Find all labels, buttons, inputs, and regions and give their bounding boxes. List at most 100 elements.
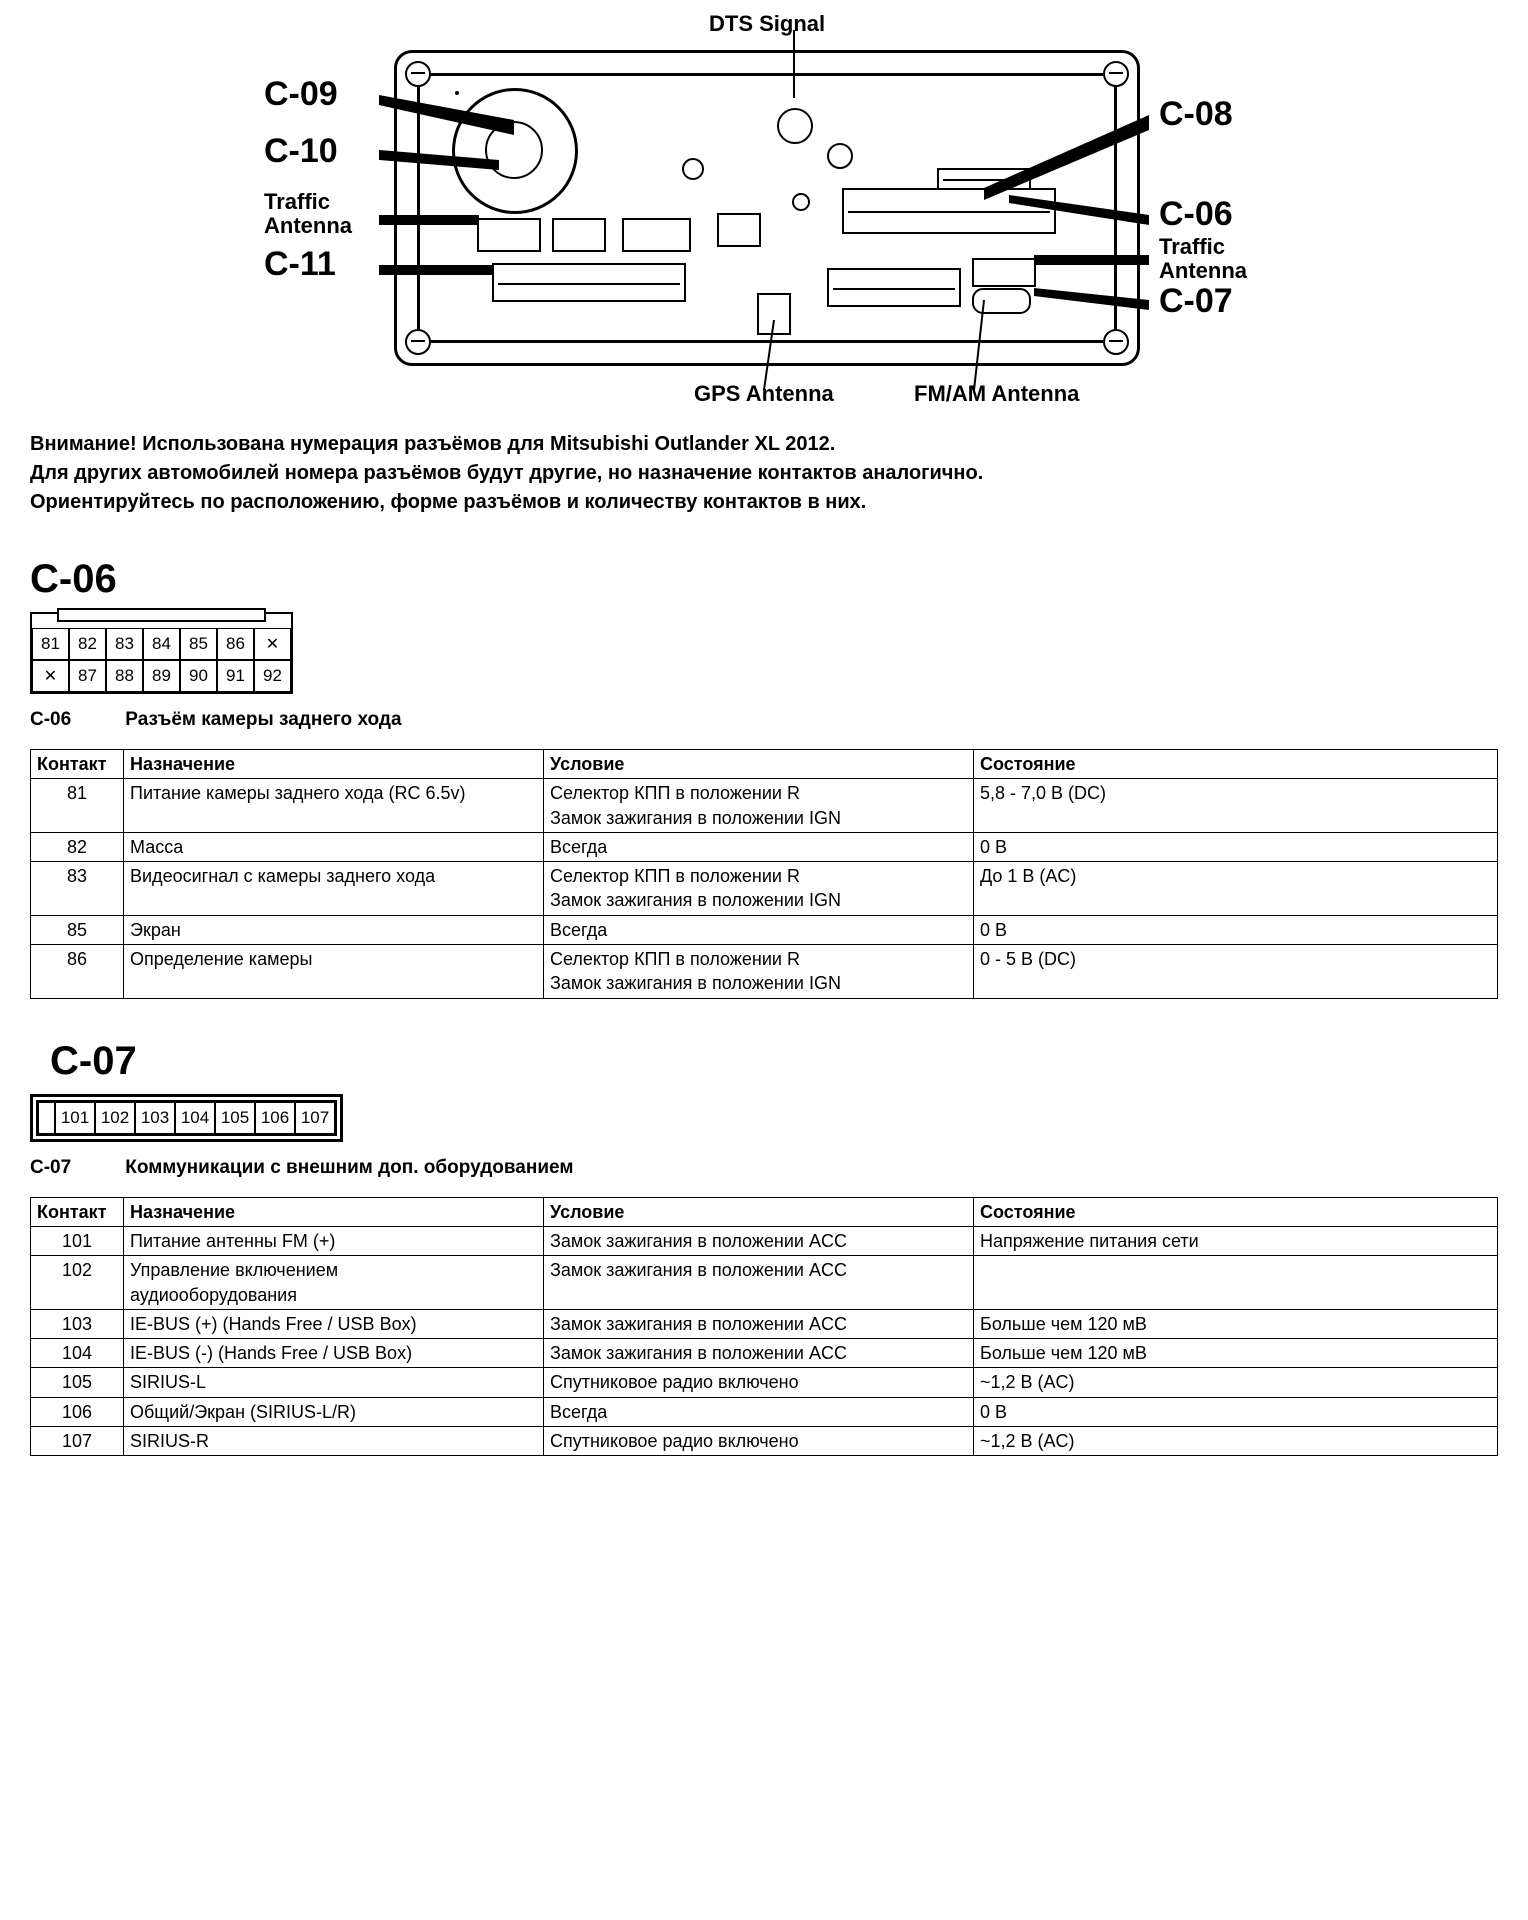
table-header: Назначение	[124, 1197, 544, 1226]
c06-table: КонтактНазначениеУсловиеСостояние 81Пита…	[30, 749, 1498, 999]
c07-subtitle-code: C-07	[30, 1157, 120, 1179]
table-cell: Общий/Экран (SIRIUS-L/R)	[124, 1397, 544, 1426]
table-cell: Больше чем 120 мВ	[974, 1339, 1498, 1368]
table-cell: Экран	[124, 915, 544, 944]
table-cell: Питание камеры заднего хода (RC 6.5v)	[124, 779, 544, 833]
table-cell: 83	[31, 862, 124, 916]
table-cell: 101	[31, 1226, 124, 1255]
table-cell: SIRIUS-L	[124, 1368, 544, 1397]
label-traffic-left: Traffic Antenna	[264, 190, 352, 238]
pointer-lines	[264, 20, 1264, 410]
pin-cell: 106	[255, 1102, 295, 1134]
c06-subtitle: C-06 Разъём камеры заднего хода	[30, 709, 1498, 731]
pin-cell: 91	[217, 660, 254, 692]
c06-pin-diagram: 818283848586 878889909192	[30, 612, 1498, 694]
note-line-2: Для других автомобилей номера разъёмов б…	[30, 459, 1498, 488]
table-header: Условие	[544, 750, 974, 779]
table-cell: Всегда	[544, 1397, 974, 1426]
table-cell: Спутниковое радио включено	[544, 1427, 974, 1456]
table-cell: Селектор КПП в положении RЗамок зажигани…	[544, 862, 974, 916]
table-cell: 102	[31, 1256, 124, 1310]
pin-cell: 103	[135, 1102, 175, 1134]
table-cell: IE-BUS (-) (Hands Free / USB Box)	[124, 1339, 544, 1368]
pin-cell: 104	[175, 1102, 215, 1134]
label-gps: GPS Antenna	[694, 382, 834, 406]
label-c07: C-07	[1159, 282, 1233, 321]
table-cell	[974, 1256, 1498, 1310]
table-row: 106Общий/Экран (SIRIUS-L/R)Всегда0 В	[31, 1397, 1498, 1426]
connector-diagram: DTS Signal C-09 C-10 Traffic Antenna C-1…	[264, 20, 1264, 410]
table-cell: Питание антенны FM (+)	[124, 1226, 544, 1255]
label-dts: DTS Signal	[709, 12, 825, 36]
table-cell: 85	[31, 915, 124, 944]
table-header: Назначение	[124, 750, 544, 779]
table-cell: Определение камеры	[124, 945, 544, 999]
table-cell: ~1,2 В (AC)	[974, 1368, 1498, 1397]
pin-cell	[254, 628, 291, 660]
table-cell: Замок зажигания в положении ACC	[544, 1339, 974, 1368]
table-header: Контакт	[31, 750, 124, 779]
table-header: Условие	[544, 1197, 974, 1226]
table-row: 86Определение камерыСелектор КПП в полож…	[31, 945, 1498, 999]
pin-cell: 84	[143, 628, 180, 660]
table-cell: Замок зажигания в положении ACC	[544, 1226, 974, 1255]
table-cell: Селектор КПП в положении RЗамок зажигани…	[544, 945, 974, 999]
table-cell: Всегда	[544, 915, 974, 944]
table-cell: 5,8 - 7,0 В (DC)	[974, 779, 1498, 833]
table-cell: ~1,2 В (AC)	[974, 1427, 1498, 1456]
table-cell: Селектор КПП в положении RЗамок зажигани…	[544, 779, 974, 833]
pin-cell: 89	[143, 660, 180, 692]
pin-cell: 87	[69, 660, 106, 692]
c07-pin-diagram: 101102103104105106107	[30, 1094, 1498, 1142]
label-c10: C-10	[264, 132, 338, 171]
table-cell: Больше чем 120 мВ	[974, 1309, 1498, 1338]
table-row: 105SIRIUS-LСпутниковое радио включено~1,…	[31, 1368, 1498, 1397]
table-cell: 0 - 5 В (DC)	[974, 945, 1498, 999]
pin-cell: 82	[69, 628, 106, 660]
label-c09: C-09	[264, 75, 338, 114]
table-cell: 104	[31, 1339, 124, 1368]
c07-subtitle: C-07 Коммуникации с внешним доп. оборудо…	[30, 1157, 1498, 1179]
table-cell: 106	[31, 1397, 124, 1426]
c07-heading: C-07	[50, 1039, 1498, 1084]
table-cell: Видеосигнал с камеры заднего хода	[124, 862, 544, 916]
table-row: 104IE-BUS (-) (Hands Free / USB Box)Замо…	[31, 1339, 1498, 1368]
table-cell: 107	[31, 1427, 124, 1456]
label-fmam: FM/AM Antenna	[914, 382, 1079, 406]
table-row: 107SIRIUS-RСпутниковое радио включено~1,…	[31, 1427, 1498, 1456]
table-row: 85ЭкранВсегда0 В	[31, 915, 1498, 944]
table-cell: Спутниковое радио включено	[544, 1368, 974, 1397]
c06-heading: C-06	[30, 557, 1498, 602]
table-header: Контакт	[31, 1197, 124, 1226]
table-cell: Замок зажигания в положении ACC	[544, 1309, 974, 1338]
table-cell: 105	[31, 1368, 124, 1397]
table-row: 101Питание антенны FM (+)Замок зажигания…	[31, 1226, 1498, 1255]
table-cell: Масса	[124, 832, 544, 861]
c07-subtitle-text: Коммуникации с внешним доп. оборудование…	[125, 1157, 573, 1178]
table-cell: 0 В	[974, 915, 1498, 944]
note-line-3: Ориентируйтесь по расположению, форме ра…	[30, 488, 1498, 517]
pin-cell: 86	[217, 628, 254, 660]
pin-cell: 107	[295, 1102, 335, 1134]
pin-cell: 92	[254, 660, 291, 692]
table-cell: Замок зажигания в положении ACC	[544, 1256, 974, 1310]
label-c06: C-06	[1159, 195, 1233, 234]
pin-cell: 105	[215, 1102, 255, 1134]
table-row: 102Управление включениемаудиооборудовани…	[31, 1256, 1498, 1310]
c07-table: КонтактНазначениеУсловиеСостояние 101Пит…	[30, 1197, 1498, 1457]
pin-cell	[32, 660, 69, 692]
table-row: 81Питание камеры заднего хода (RC 6.5v)С…	[31, 779, 1498, 833]
pin-cell: 90	[180, 660, 217, 692]
label-c11: C-11	[264, 245, 336, 284]
table-cell: 82	[31, 832, 124, 861]
label-c08: C-08	[1159, 95, 1233, 134]
table-header: Состояние	[974, 1197, 1498, 1226]
pin-cell: 83	[106, 628, 143, 660]
table-cell: 86	[31, 945, 124, 999]
table-row: 82МассаВсегда0 В	[31, 832, 1498, 861]
pin-cell: 88	[106, 660, 143, 692]
table-cell: 81	[31, 779, 124, 833]
table-cell: 0 В	[974, 832, 1498, 861]
table-cell: До 1 В (AC)	[974, 862, 1498, 916]
warning-note: Внимание! Использована нумерация разъёмо…	[30, 430, 1498, 517]
